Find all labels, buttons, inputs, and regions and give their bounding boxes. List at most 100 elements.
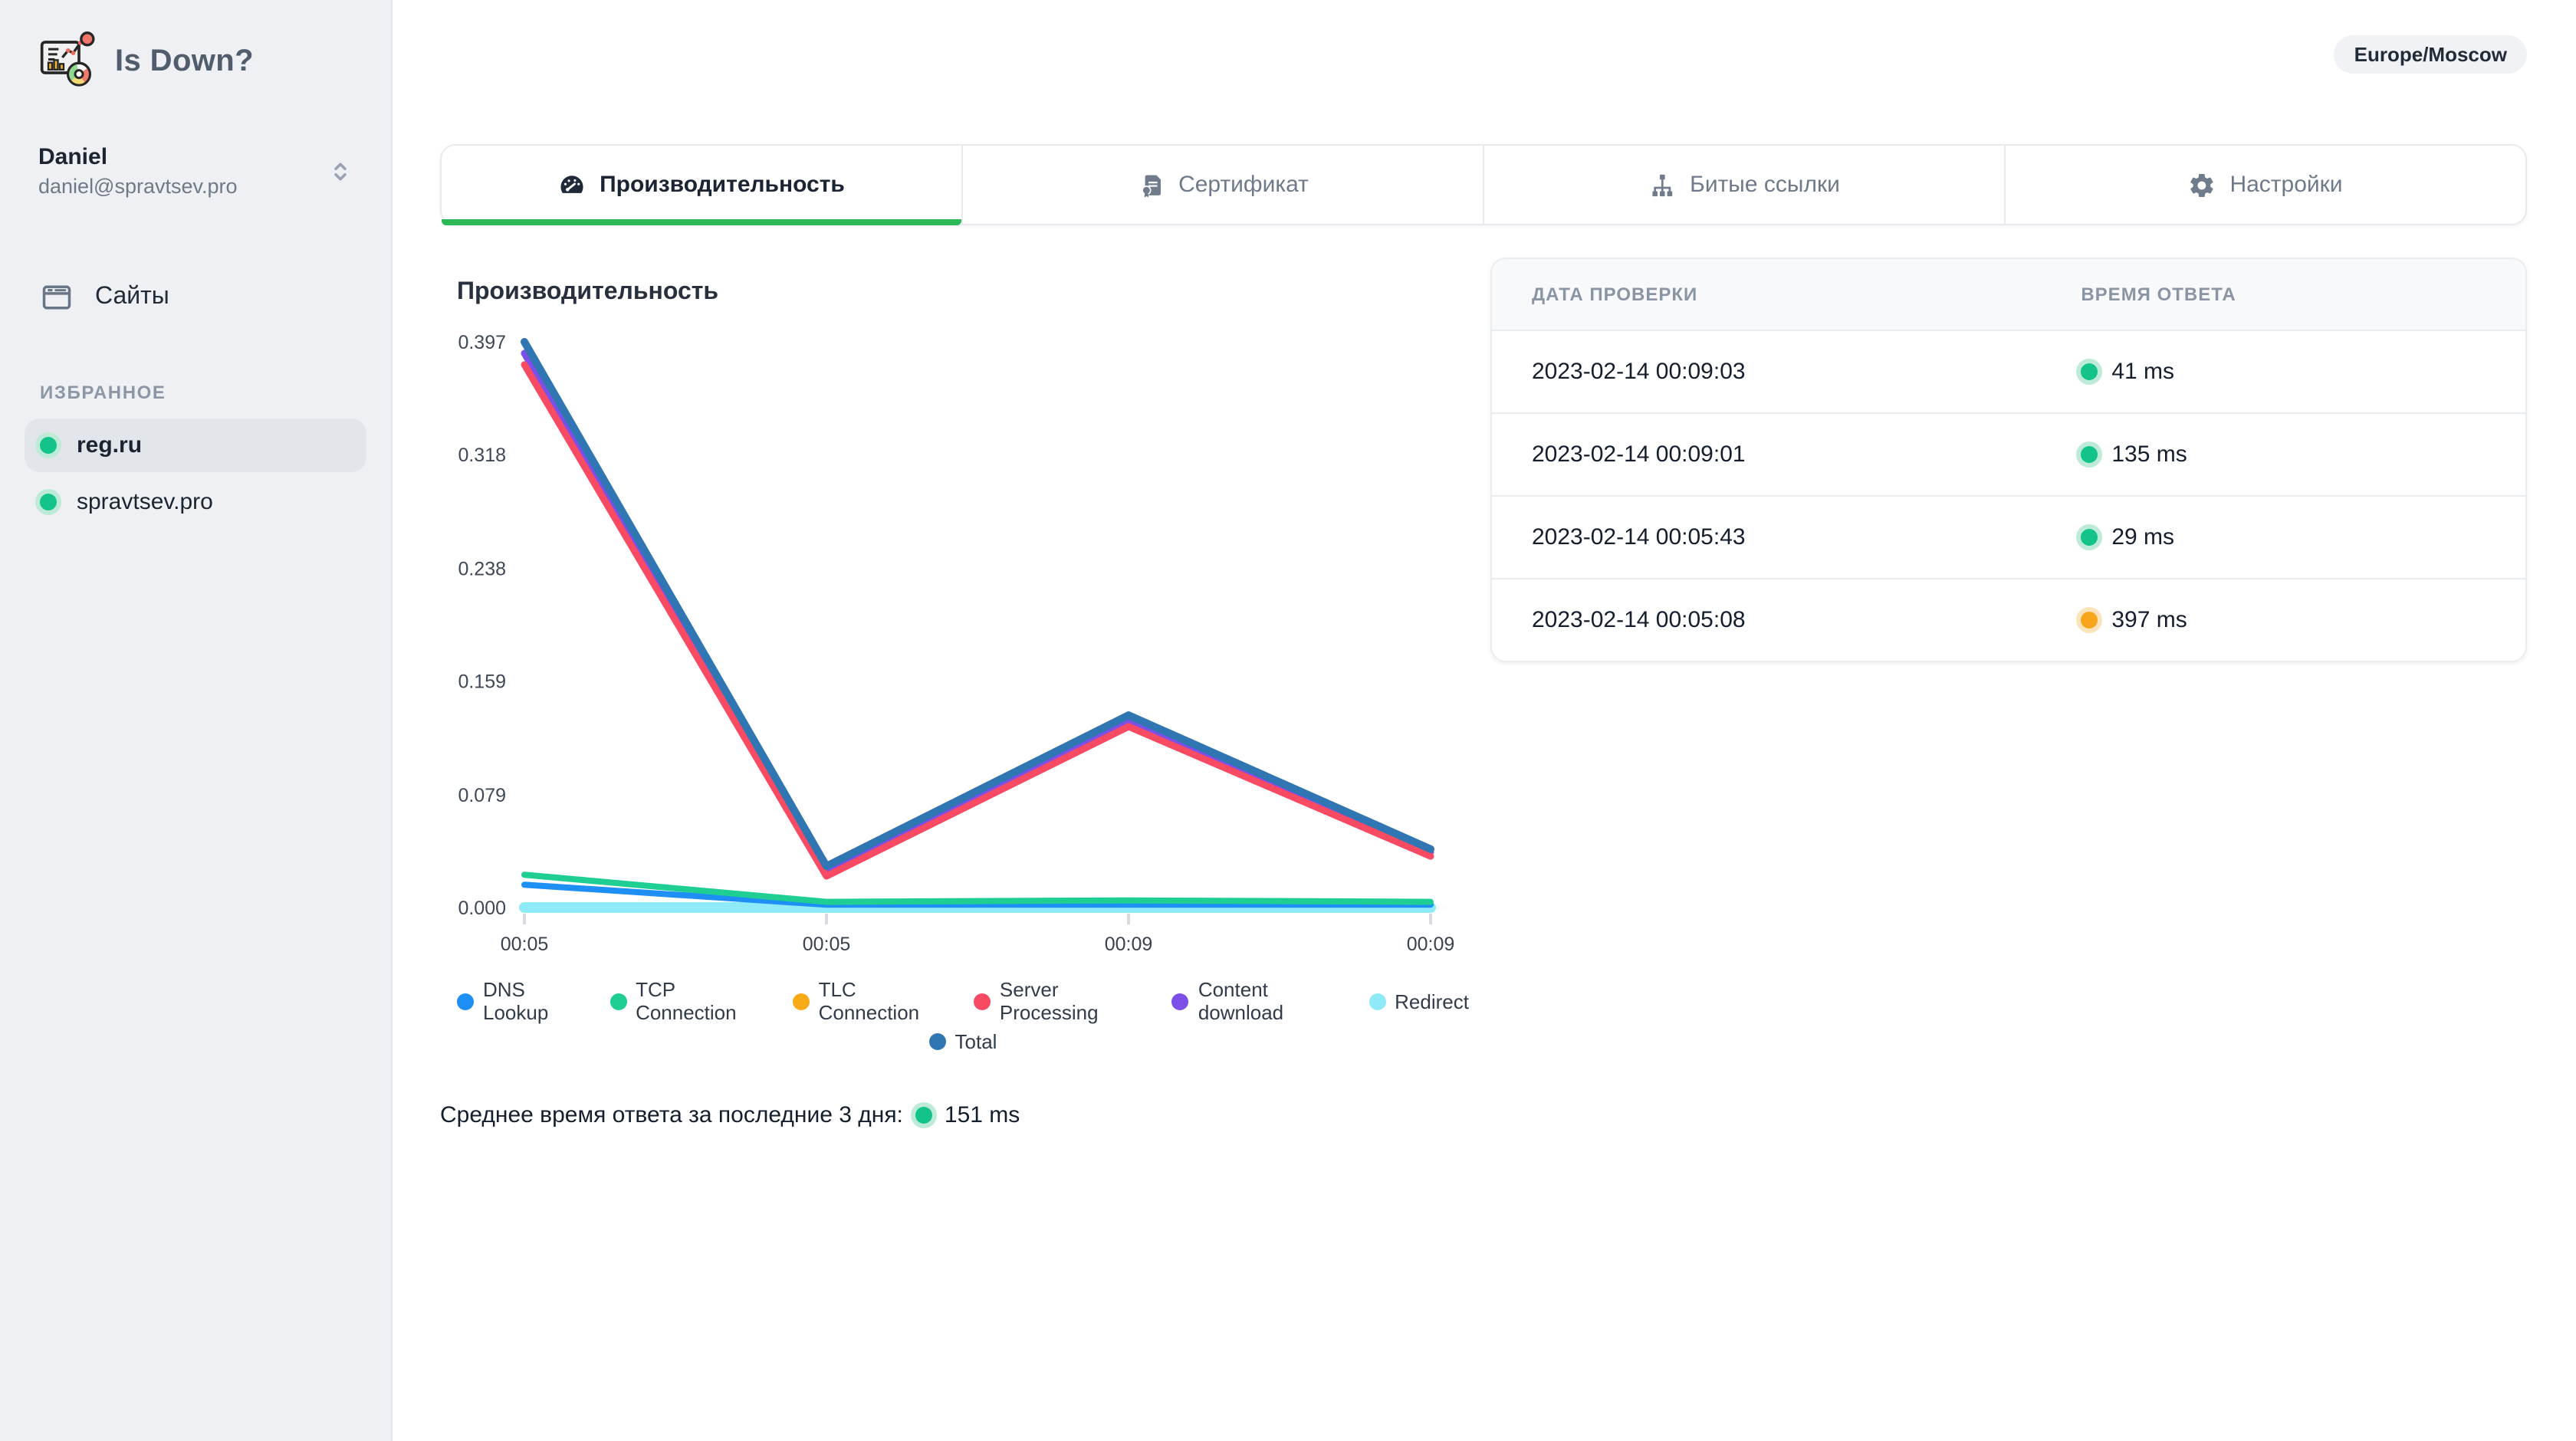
tab-label: Настройки (2229, 172, 2342, 198)
tab-settings[interactable]: Настройки (2004, 146, 2525, 224)
browser-window-icon (40, 281, 74, 314)
response-time-cell: 29 ms (2081, 524, 2525, 550)
certificate-icon (1137, 171, 1165, 199)
status-dot (2081, 446, 2098, 463)
sidebar-item-label: Сайты (95, 284, 169, 311)
legend-dot (1368, 993, 1385, 1009)
legend-item-total: Total (929, 1030, 997, 1053)
legend-label: TCP Connection (636, 978, 768, 1024)
response-time-value: 41 ms (2111, 359, 2174, 385)
y-axis-tick-label: 0.238 (458, 559, 506, 580)
table-header: ДАТА ПРОВЕРКИ ВРЕМЯ ОТВЕТА (1492, 259, 2525, 330)
y-axis-tick-label: 0.397 (458, 332, 506, 353)
check-date-cell: 2023-02-14 00:05:43 (1492, 524, 2081, 550)
x-axis-tick-label: 00:09 (1407, 934, 1455, 955)
legend-label: Redirect (1395, 990, 1469, 1013)
user-switcher[interactable]: Daniel daniel@spravtsev.pro (38, 144, 354, 201)
tab-certificate[interactable]: Сертификат (961, 146, 1483, 224)
response-time-value: 29 ms (2111, 524, 2174, 550)
y-axis-tick-label: 0.079 (458, 785, 506, 806)
tab-performance[interactable]: Производительность (442, 146, 961, 224)
checks-card: ДАТА ПРОВЕРКИ ВРЕМЯ ОТВЕТА 2023-02-14 00… (1490, 258, 2527, 662)
column-header-response-time: ВРЕМЯ ОТВЕТА (2081, 284, 2525, 305)
legend-item-redirect: Redirect (1368, 978, 1469, 1024)
status-dot (40, 437, 57, 454)
legend-label: Server Processing (1000, 978, 1148, 1024)
app-logo-icon (37, 31, 98, 92)
x-axis-tick-label: 00:05 (803, 934, 851, 955)
response-time-value: 135 ms (2111, 441, 2187, 468)
legend-label: DNS Lookup (483, 978, 585, 1024)
table-row: 2023-02-14 00:05:43 29 ms (1492, 495, 2525, 578)
summary-value: 151 ms (945, 1102, 1020, 1128)
tab-broken-links[interactable]: Битые ссылки (1483, 146, 2004, 224)
status-dot (40, 494, 57, 510)
legend-row: Total (457, 1030, 1469, 1053)
series-line-total (524, 342, 1431, 866)
legend-item-server-processing: Server Processing (974, 978, 1148, 1024)
chart-title: Производительность (457, 279, 1469, 307)
check-date-cell: 2023-02-14 00:05:08 (1492, 607, 2081, 633)
gauge-icon (558, 171, 586, 199)
summary-label: Среднее время ответа за последние 3 дня: (440, 1102, 903, 1128)
sidebar-item-sites[interactable]: Сайты (25, 268, 366, 327)
tab-bar: Производительность Сертификат (440, 144, 2527, 225)
status-dot (2081, 529, 2098, 546)
status-dot (915, 1107, 932, 1124)
legend-label: TLC Connection (819, 978, 949, 1024)
y-axis-tick-label: 0.318 (458, 445, 506, 466)
response-time-cell: 135 ms (2081, 441, 2525, 468)
legend-row: DNS Lookup TCP Connection TLC Connection Se… (457, 978, 1469, 1024)
checks-table: ДАТА ПРОВЕРКИ ВРЕМЯ ОТВЕТА 2023-02-14 00… (1490, 258, 2527, 662)
app-title: Is Down? (115, 44, 254, 79)
response-time-cell: 397 ms (2081, 607, 2525, 633)
check-date-cell: 2023-02-14 00:09:01 (1492, 441, 2081, 468)
response-time-value: 397 ms (2111, 607, 2187, 633)
check-date-cell: 2023-02-14 00:09:03 (1492, 359, 2081, 385)
legend-dot (793, 993, 810, 1009)
table-row: 2023-02-14 00:09:01 135 ms (1492, 412, 2525, 495)
y-axis-tick-label: 0.000 (458, 898, 506, 919)
tab-label: Битые ссылки (1690, 172, 1840, 198)
average-response-summary: Среднее время ответа за последние 3 дня:… (440, 1102, 1469, 1128)
sidebar: Is Down? Daniel daniel@spravtsev.pro Сай… (0, 0, 393, 1441)
series-line-server-processing (524, 365, 1431, 876)
table-row: 2023-02-14 00:05:08 397 ms (1492, 578, 2525, 661)
legend-item-tlc-connection: TLC Connection (793, 978, 949, 1024)
tab-label: Сертификат (1178, 172, 1309, 198)
tab-label: Производительность (600, 172, 845, 198)
legend-dot (929, 1033, 946, 1050)
gear-icon (2188, 171, 2216, 199)
main-content: Europe/Moscow Производительность (393, 0, 2576, 1441)
legend-dot (974, 993, 991, 1009)
content-row: Производительность 0.3970.3180.2380.1590… (393, 225, 2576, 1128)
performance-line-chart: 0.397 0.318 0.238 0.159 0.079 0.000 00:05 00:05… (457, 316, 1469, 975)
favorite-site-label: spravtsev.pro (77, 489, 213, 515)
column-header-check-date: ДАТА ПРОВЕРКИ (1492, 284, 2081, 305)
favorite-site-spravtsev-pro[interactable]: spravtsev.pro (25, 475, 366, 529)
table-row: 2023-02-14 00:09:03 41 ms (1492, 330, 2525, 412)
legend-label: Content download (1198, 978, 1344, 1024)
status-dot (2081, 363, 2098, 380)
legend-item-dns-lookup: DNS Lookup (457, 978, 585, 1024)
app-window: Is Down? Daniel daniel@spravtsev.pro Сай… (0, 0, 2576, 1441)
favorite-site-label: reg.ru (77, 432, 142, 458)
status-dot (2081, 612, 2098, 629)
app-logo: Is Down? (0, 0, 391, 92)
favorites-header: ИЗБРАННОЕ (40, 382, 391, 403)
chevron-up-down-icon (327, 159, 354, 186)
legend-item-tcp-connection: TCP Connection (610, 978, 768, 1024)
x-axis-tick-label: 00:05 (501, 934, 549, 955)
legend-item-content-download: Content download (1172, 978, 1344, 1024)
response-time-cell: 41 ms (2081, 359, 2525, 385)
user-email: daniel@spravtsev.pro (38, 173, 327, 201)
y-axis-tick-label: 0.159 (458, 671, 506, 692)
chart-legend: DNS Lookup TCP Connection TLC Connection Se… (457, 978, 1469, 1053)
favorite-site-reg-ru[interactable]: reg.ru (25, 419, 366, 472)
legend-dot (457, 993, 474, 1009)
legend-label: Total (955, 1030, 997, 1053)
legend-dot (610, 993, 626, 1009)
series-line-tcp-connection (524, 875, 1431, 901)
x-axis-tick-label: 00:09 (1105, 934, 1153, 955)
performance-panel: Производительность 0.3970.3180.2380.1590… (457, 225, 1469, 1128)
